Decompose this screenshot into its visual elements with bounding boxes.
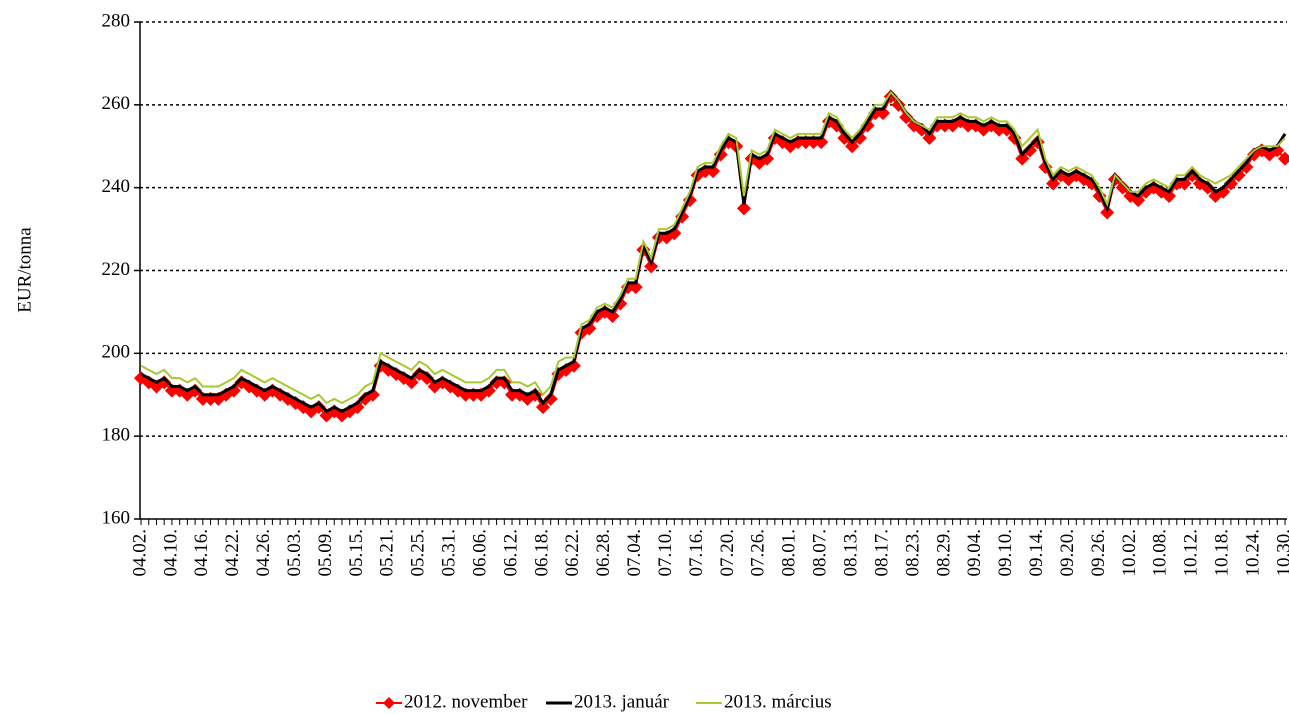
x-tick-label: 05.25. [408, 529, 429, 577]
x-tick-label: 05.03. [284, 529, 305, 577]
x-tick-label: 04.02. [129, 529, 150, 577]
x-tick-label: 09.10. [995, 529, 1016, 577]
x-tick-label: 09.04. [964, 529, 985, 577]
marker [1278, 151, 1289, 166]
x-tick-label: 08.07. [810, 529, 831, 577]
y-tick-label: 260 [102, 93, 131, 114]
x-tick-label: 08.13. [840, 529, 861, 577]
y-tick-label: 160 [102, 507, 131, 528]
x-tick-label: 08.01. [779, 529, 800, 577]
x-tick-label: 10.12. [1181, 529, 1202, 577]
y-tick-label: 200 [102, 342, 131, 363]
x-tick-label: 07.16. [686, 529, 707, 577]
x-tick-label: 06.18. [531, 529, 552, 577]
x-tick-label: 06.12. [500, 529, 521, 577]
x-tick-label: 04.26. [253, 529, 274, 577]
x-tick-label: 08.29. [933, 529, 954, 577]
x-tick-label: 06.22. [562, 529, 583, 577]
y-tick-label: 180 [102, 425, 131, 446]
x-tick-label: 09.26. [1088, 529, 1109, 577]
x-tick-label: 09.20. [1057, 529, 1078, 577]
x-tick-label: 05.15. [346, 529, 367, 577]
x-tick-label: 04.22. [222, 529, 243, 577]
series-line [140, 90, 1286, 405]
x-tick-label: 06.28. [593, 529, 614, 577]
x-tick-label: 08.23. [902, 529, 923, 577]
x-tick-label: 05.09. [315, 529, 336, 577]
x-tick-label: 04.16. [191, 529, 212, 577]
legend-marker [383, 697, 395, 709]
legend-label: 2012. november [404, 691, 528, 712]
y-axis-label: EUR/tonna [14, 227, 35, 313]
x-tick-label: 10.30. [1273, 529, 1289, 577]
x-tick-label: 05.21. [377, 529, 398, 577]
x-tick-label: 10.08. [1150, 529, 1171, 577]
legend-label: 2013. január [574, 691, 670, 712]
series-line [140, 89, 1287, 414]
x-tick-label: 10.02. [1119, 529, 1140, 577]
x-tick-label: 04.10. [160, 529, 181, 577]
x-tick-label: 09.14. [1026, 529, 1047, 577]
x-tick-label: 07.10. [655, 529, 676, 577]
y-tick-label: 280 [102, 10, 131, 31]
series-line [140, 94, 1286, 417]
x-tick-label: 10.18. [1212, 529, 1233, 577]
x-tick-label: 05.31. [439, 529, 460, 577]
y-tick-label: 220 [102, 259, 131, 280]
x-tick-label: 07.26. [748, 529, 769, 577]
y-tick-label: 240 [102, 176, 131, 197]
x-tick-label: 08.17. [871, 529, 892, 577]
x-tick-label: 07.04. [624, 529, 645, 577]
x-tick-label: 10.24. [1242, 529, 1263, 577]
x-tick-label: 06.06. [469, 529, 490, 577]
legend-label: 2013. március [724, 691, 832, 712]
x-tick-label: 07.20. [717, 529, 738, 577]
